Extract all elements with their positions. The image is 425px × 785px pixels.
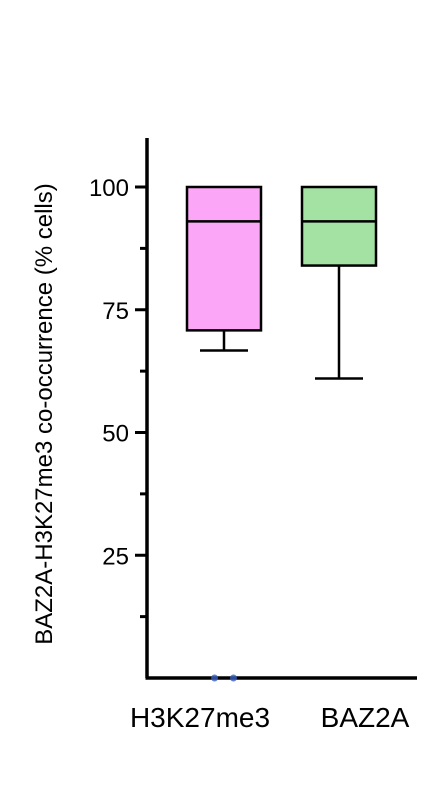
box-baz2a [300,185,378,380]
x-category-label: BAZ2A [321,702,410,733]
y-tick-label: 50 [102,421,129,448]
outlier-point [229,674,237,682]
x-category-label: H3K27me3 [130,702,270,733]
box-iqr [185,185,263,332]
axes [135,138,417,680]
outlier-point [211,674,219,682]
y-tick-label: 100 [89,175,129,202]
y-axis-title: BAZ2A-H3K27me3 co-occurrence (% cells) [31,183,58,645]
boxes [185,185,378,682]
box-iqr [300,185,378,267]
y-tick-label: 75 [102,298,129,325]
labels: 25 50 75 100 BAZ2A-H3K27me3 co-occurrence (%… [31,175,410,733]
y-tick-label: 25 [102,543,129,570]
box-h3k27me3 [185,185,263,352]
